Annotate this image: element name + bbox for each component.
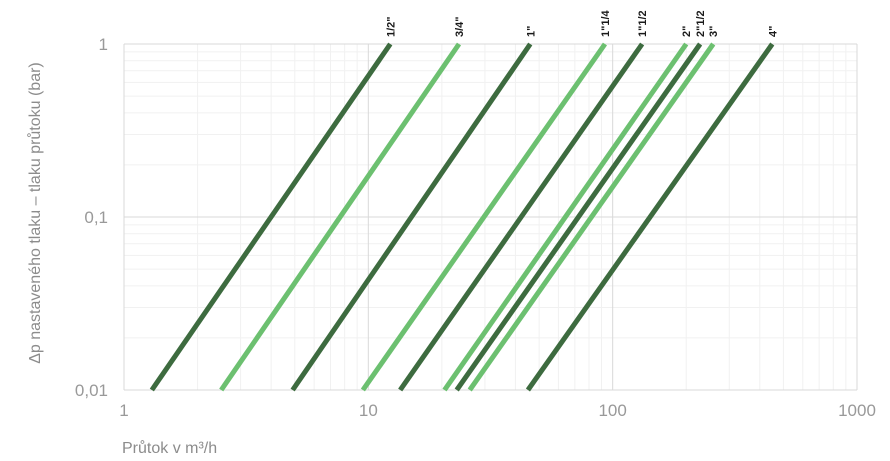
series-label-5: 2": [681, 26, 693, 37]
y-tick-label: 0,01: [75, 381, 108, 400]
series-label-4: 1"1/2: [637, 10, 649, 37]
series-line-0: [149, 42, 393, 392]
series-line-1: [219, 42, 462, 392]
x-tick-label: 1: [119, 401, 128, 420]
series-line-5: [442, 42, 689, 392]
series-label-3: 1"1/4: [600, 9, 612, 37]
series-line-7: [467, 42, 716, 392]
series-label-8: 4": [767, 26, 779, 37]
x-tick-labels: 1 10 100 1000: [119, 401, 876, 420]
series-line-8: [525, 42, 775, 392]
y-tick-label: 0,1: [84, 208, 108, 227]
series-line-2: [290, 42, 533, 392]
series-label-0: 1/2": [385, 16, 397, 37]
series-label-7: 3": [708, 26, 720, 37]
series-label-2: 1": [525, 26, 537, 37]
y-axis-title: Δp nastaveného tlaku – tlaku průtoku (ba…: [26, 62, 44, 364]
series-label-6: 2"1/2: [695, 10, 707, 37]
x-tick-label: 1000: [838, 401, 876, 420]
series-line-6: [454, 42, 703, 392]
series-line-4: [398, 42, 645, 392]
series-label-1: 3/4": [454, 16, 466, 37]
y-tick-labels: 0,01 0,1 1: [75, 35, 108, 400]
series-line-3: [360, 42, 608, 392]
major-grid: [123, 43, 858, 391]
x-axis-title: Průtok v m³/h: [122, 439, 217, 457]
y-tick-label: 1: [99, 35, 108, 54]
series-lines: [149, 42, 775, 392]
series-labels: 1/2" 3/4" 1" 1"1/4 1"1/2 2" 2"1/2 3" 4": [385, 9, 779, 37]
x-tick-label: 10: [359, 401, 378, 420]
x-tick-label: 100: [598, 401, 626, 420]
